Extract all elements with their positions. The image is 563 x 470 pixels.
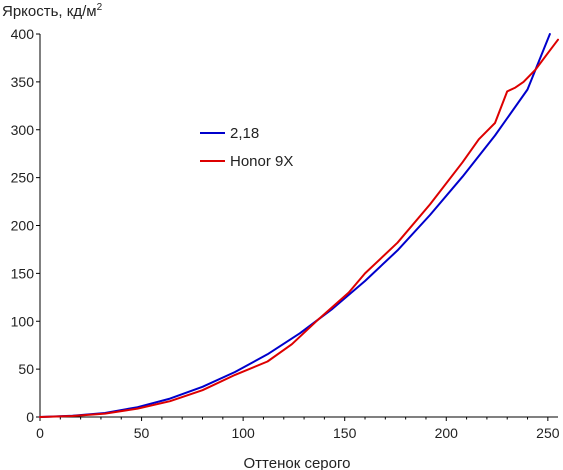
y-axis-title-text: Яркость, кд/м xyxy=(2,3,97,20)
x-tick-label: 0 xyxy=(36,425,44,441)
x-axis-title: Оттенок серого xyxy=(244,455,351,470)
legend: 2,18 Honor 9X xyxy=(200,125,293,170)
y-axis-title-superscript: 2 xyxy=(97,2,103,13)
y-tick-label: 50 xyxy=(18,361,34,377)
axes: 0 50 100 150 200 250 300 350 400 0 50 100 150 200 250 xyxy=(11,26,560,441)
x-tick-label: 200 xyxy=(435,425,459,441)
y-tick-label: 150 xyxy=(11,265,35,281)
y-tick-label: 350 xyxy=(11,74,35,90)
legend-label-2: Honor 9X xyxy=(230,153,293,170)
series-line-2 xyxy=(39,38,559,418)
y-tick-label: 250 xyxy=(11,170,35,186)
x-tick-label: 150 xyxy=(333,425,357,441)
y-tick-label: 200 xyxy=(11,218,35,234)
y-tick-label: 300 xyxy=(11,122,35,138)
y-axis-title: Яркость, кд/м2 xyxy=(2,2,103,20)
x-tick-label: 100 xyxy=(231,425,255,441)
y-tick-label: 100 xyxy=(11,313,35,329)
plot-area xyxy=(39,33,559,418)
x-tick-label: 250 xyxy=(536,425,560,441)
x-tick-label: 50 xyxy=(134,425,150,441)
legend-label-1: 2,18 xyxy=(230,125,259,142)
y-tick-label: 0 xyxy=(26,409,34,425)
y-tick-label: 400 xyxy=(11,26,35,42)
series-line-1 xyxy=(39,33,551,418)
